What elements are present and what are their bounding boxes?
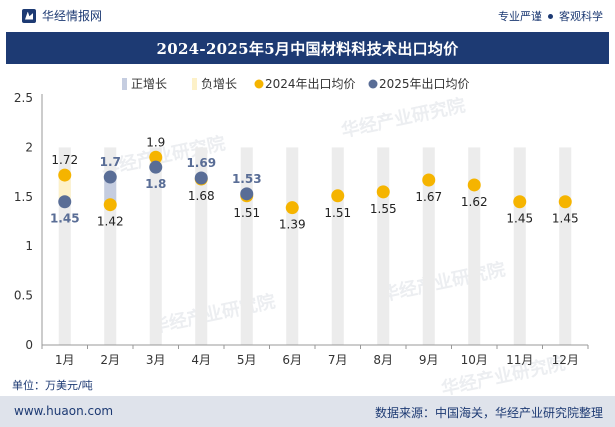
tagline-right: 客观科学 <box>559 10 603 23</box>
unit-label: 单位：万美元/吨 <box>12 379 93 392</box>
growth-bar-positive <box>104 177 117 205</box>
data-label-2025: 1.53 <box>232 172 262 186</box>
y-tick-label: 2 <box>25 140 33 154</box>
brand-name: 华经情报网 <box>42 9 103 23</box>
separator-dot-icon <box>548 13 553 19</box>
data-label-2024: 1.55 <box>370 202 397 216</box>
x-tick-label: 11月 <box>506 353 533 367</box>
data-label-2024: 1.62 <box>461 195 488 209</box>
chart-canvas: 正增长 负增长 2024年出口均价 2025年出口均价 0 0.5 1 1.5 2 2.5 1月 2月… <box>14 77 589 367</box>
data-label-2025: 1.69 <box>186 156 216 170</box>
x-tick-label: 8月 <box>373 353 393 367</box>
point-2024 <box>467 178 481 192</box>
x-tick-label: 12月 <box>552 353 579 367</box>
point-2025 <box>149 160 163 174</box>
tagline-left: 专业严谨 <box>498 10 542 23</box>
x-tick-label: 5月 <box>237 353 257 367</box>
legend-up-swatch <box>122 78 127 90</box>
data-source: 数据来源：中国海关，华经产业研究院整理 <box>374 406 603 420</box>
column-track <box>513 147 526 345</box>
website-link[interactable]: www.huaon.com <box>14 404 114 418</box>
data-label-2024: 1.39 <box>279 218 306 232</box>
x-tick-label: 3月 <box>146 353 166 367</box>
data-label-2024: 1.68 <box>188 189 215 203</box>
y-tick-label: 0.5 <box>14 289 33 303</box>
y-tick-label: 1.5 <box>14 190 33 204</box>
point-2025 <box>58 195 72 209</box>
column-track <box>286 147 299 345</box>
column-track <box>195 147 208 345</box>
x-tick-label: 10月 <box>461 353 488 367</box>
column-track <box>377 147 390 345</box>
data-label-2024: 1.72 <box>51 153 78 167</box>
y-tick-label: 1 <box>25 239 33 253</box>
legend-label: 负增长 <box>201 77 237 91</box>
data-label-2024: 1.67 <box>415 190 442 204</box>
y-tick-label: 0 <box>25 338 33 352</box>
growth-bar-negative <box>58 175 71 202</box>
legend-2024-marker <box>254 79 264 89</box>
x-tick-label: 7月 <box>328 353 348 367</box>
point-2024 <box>149 150 163 164</box>
point-2025 <box>240 187 254 201</box>
brand[interactable]: 华经情报网 <box>22 7 102 24</box>
legend-2025-marker <box>368 79 378 89</box>
point-2024 <box>376 185 390 199</box>
legend-down-swatch <box>192 78 197 90</box>
legend-label: 正增长 <box>131 77 167 91</box>
data-label-2025: 1.45 <box>50 212 80 226</box>
point-2025 <box>103 170 117 184</box>
column-track <box>468 147 481 345</box>
chart-title: 2024-2025年5月中国材料科技术出口均价 <box>156 39 459 58</box>
point-2024 <box>103 198 117 212</box>
tagline: 专业严谨 客观科学 <box>498 8 603 24</box>
data-label-2025: 1.7 <box>100 155 121 169</box>
data-label-2024: 1.42 <box>97 215 124 229</box>
brand-logo-icon <box>22 8 36 23</box>
column-track <box>149 147 162 345</box>
data-label-2024: 1.45 <box>552 212 579 226</box>
title-bar: 2024-2025年5月中国材料科技术出口均价 <box>6 32 609 64</box>
point-2024 <box>331 189 345 203</box>
column-track <box>559 147 572 345</box>
data-label-2024: 1.45 <box>506 212 533 226</box>
legend-label: 2024年出口均价 <box>265 77 356 91</box>
data-label-2024: 1.51 <box>233 206 260 220</box>
x-tick-label: 9月 <box>419 353 439 367</box>
point-2024 <box>285 201 299 215</box>
column-track <box>422 147 435 345</box>
footer: www.huaon.com 数据来源：中国海关，华经产业研究院整理 <box>0 396 615 427</box>
data-label-2024: 1.9 <box>146 135 165 149</box>
x-tick-label: 1月 <box>55 353 75 367</box>
legend-label: 2025年出口均价 <box>379 77 470 91</box>
point-2024 <box>422 173 436 187</box>
data-label-2024: 1.51 <box>324 206 351 220</box>
x-tick-label: 2月 <box>100 353 120 367</box>
point-2024 <box>58 168 72 182</box>
x-tick-label: 6月 <box>282 353 302 367</box>
point-2024 <box>558 195 572 209</box>
y-tick-label: 2.5 <box>14 91 33 105</box>
x-tick-label: 4月 <box>191 353 211 367</box>
column-track <box>331 147 344 345</box>
point-2025 <box>194 171 208 185</box>
point-2024 <box>513 195 527 209</box>
top-bar: 华经情报网 专业严谨 客观科学 <box>0 0 615 32</box>
data-label-2025: 1.8 <box>145 177 166 191</box>
